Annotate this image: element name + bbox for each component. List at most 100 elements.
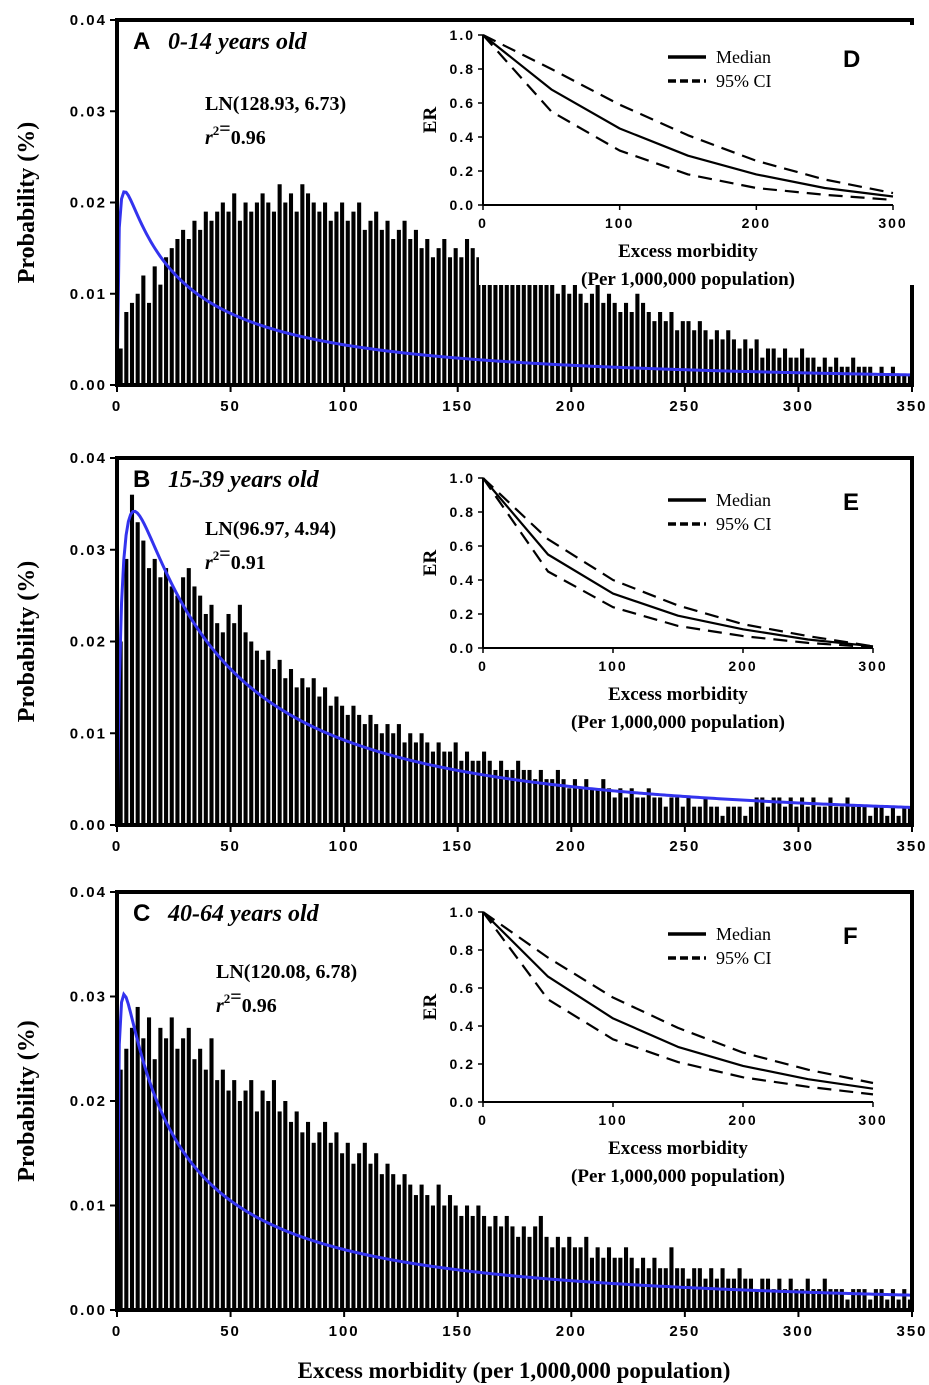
histogram-bar: [175, 1048, 180, 1310]
y-tick-label: 0.01: [70, 725, 107, 742]
inset-y-tick-label: 0.4: [450, 1018, 475, 1034]
histogram-bar: [232, 623, 237, 825]
histogram-bar: [760, 797, 765, 825]
histogram-bar: [521, 1226, 526, 1310]
histogram-bar: [805, 1278, 810, 1310]
histogram-bar: [158, 1027, 163, 1310]
histogram-bar: [902, 375, 907, 386]
y-tick-label: 0.02: [70, 195, 107, 212]
histogram-bar: [129, 302, 135, 386]
inset-y-tick-label: 0.2: [450, 163, 475, 179]
inset-y-tick-label: 0.6: [450, 538, 475, 554]
histogram-bar: [232, 193, 237, 386]
histogram-bar: [164, 568, 169, 825]
histogram-bar: [311, 678, 316, 825]
histogram-bar: [606, 1247, 612, 1310]
histogram-bar: [692, 806, 697, 825]
x-tick-label: 250: [669, 398, 700, 415]
histogram-bar: [152, 266, 157, 386]
histogram-bar: [589, 293, 594, 385]
histogram-bar: [317, 1132, 322, 1310]
histogram-bar: [635, 1268, 640, 1310]
legend-median-label: Median: [716, 924, 771, 944]
histogram-bar: [493, 1215, 498, 1310]
histogram-bar: [470, 248, 475, 386]
inset-x-tick-label: 300: [858, 658, 887, 674]
histogram-bar: [572, 779, 577, 826]
histogram-bar: [340, 202, 345, 385]
histogram-bar: [294, 1111, 299, 1310]
histogram-bar: [334, 696, 339, 825]
histogram-bar: [186, 239, 191, 385]
histogram-bar: [430, 1205, 435, 1310]
histogram-bar: [294, 687, 299, 826]
histogram-bar: [584, 1236, 589, 1310]
panel-letter: A: [133, 28, 150, 55]
histogram-bar: [805, 357, 810, 386]
median-curve: [482, 911, 874, 1090]
histogram-bar: [181, 229, 186, 385]
histogram-bar: [311, 1142, 316, 1310]
inset-y-tick-label: 1.0: [450, 904, 475, 920]
histogram-bar: [175, 239, 180, 385]
histogram-bar: [368, 1163, 373, 1310]
y-tick-label: 0.00: [70, 817, 107, 834]
histogram-bar: [271, 1080, 276, 1310]
histogram-bar: [135, 1006, 140, 1310]
histogram-bar: [396, 229, 401, 385]
histogram-bar: [357, 1153, 362, 1310]
median-curve: [482, 477, 874, 648]
histogram-bar: [482, 1215, 487, 1310]
histogram-bar: [720, 815, 725, 825]
histogram-bar: [141, 1038, 146, 1310]
histogram-bar: [237, 220, 242, 385]
histogram-bar: [419, 733, 424, 825]
histogram-bar: [430, 257, 435, 385]
histogram-bar: [589, 788, 594, 825]
histogram-bar: [436, 742, 441, 825]
inset-y-tick-label: 0.8: [450, 61, 475, 77]
histogram-bar: [646, 312, 651, 385]
histogram-bar: [516, 760, 521, 825]
histogram-bar: [697, 321, 702, 386]
histogram-bar: [714, 1278, 719, 1310]
inset-y-tick-label: 1.0: [450, 27, 475, 43]
histogram-bar: [192, 586, 197, 825]
histogram-bar: [181, 577, 186, 825]
histogram-bar: [305, 1121, 311, 1310]
histogram-bar: [907, 806, 912, 825]
histogram-bar: [164, 1038, 169, 1310]
histogram-bar: [692, 330, 697, 385]
histogram-bar: [317, 696, 322, 825]
legend-median-label: Median: [716, 490, 771, 510]
inset-y-axis-label: ER: [420, 550, 441, 577]
histogram-bar: [305, 193, 311, 386]
x-tick-label: 0: [112, 1323, 122, 1340]
histogram-bar: [408, 239, 413, 385]
histogram-bar: [362, 229, 367, 385]
histogram-bar: [618, 788, 623, 825]
histogram-bar: [828, 1289, 833, 1310]
histogram-bar: [391, 239, 396, 385]
histogram-bar: [709, 339, 714, 386]
r-squared-label: r2=0.91: [205, 543, 266, 574]
inset-y-tick-label: 0.0: [450, 1094, 475, 1110]
histogram-bar: [868, 366, 873, 385]
histogram-bar: [402, 220, 407, 385]
histogram-bar: [544, 779, 549, 826]
histogram-bar: [669, 797, 674, 825]
histogram-bar: [845, 797, 850, 825]
histogram-bar: [873, 806, 878, 825]
y-tick-label: 0.01: [70, 1198, 107, 1215]
legend-ci-label: 95% CI: [716, 71, 772, 91]
histogram-bar: [453, 1205, 458, 1310]
histogram-bar: [357, 202, 362, 385]
histogram-bar: [323, 1121, 328, 1310]
histogram-bar: [669, 312, 674, 385]
histogram-bar: [459, 257, 464, 385]
histogram-bar: [368, 714, 373, 825]
histogram-bar: [822, 357, 827, 386]
legend-median-label: Median: [716, 47, 771, 67]
histogram-bar: [402, 1174, 407, 1310]
histogram-bar: [714, 330, 719, 385]
